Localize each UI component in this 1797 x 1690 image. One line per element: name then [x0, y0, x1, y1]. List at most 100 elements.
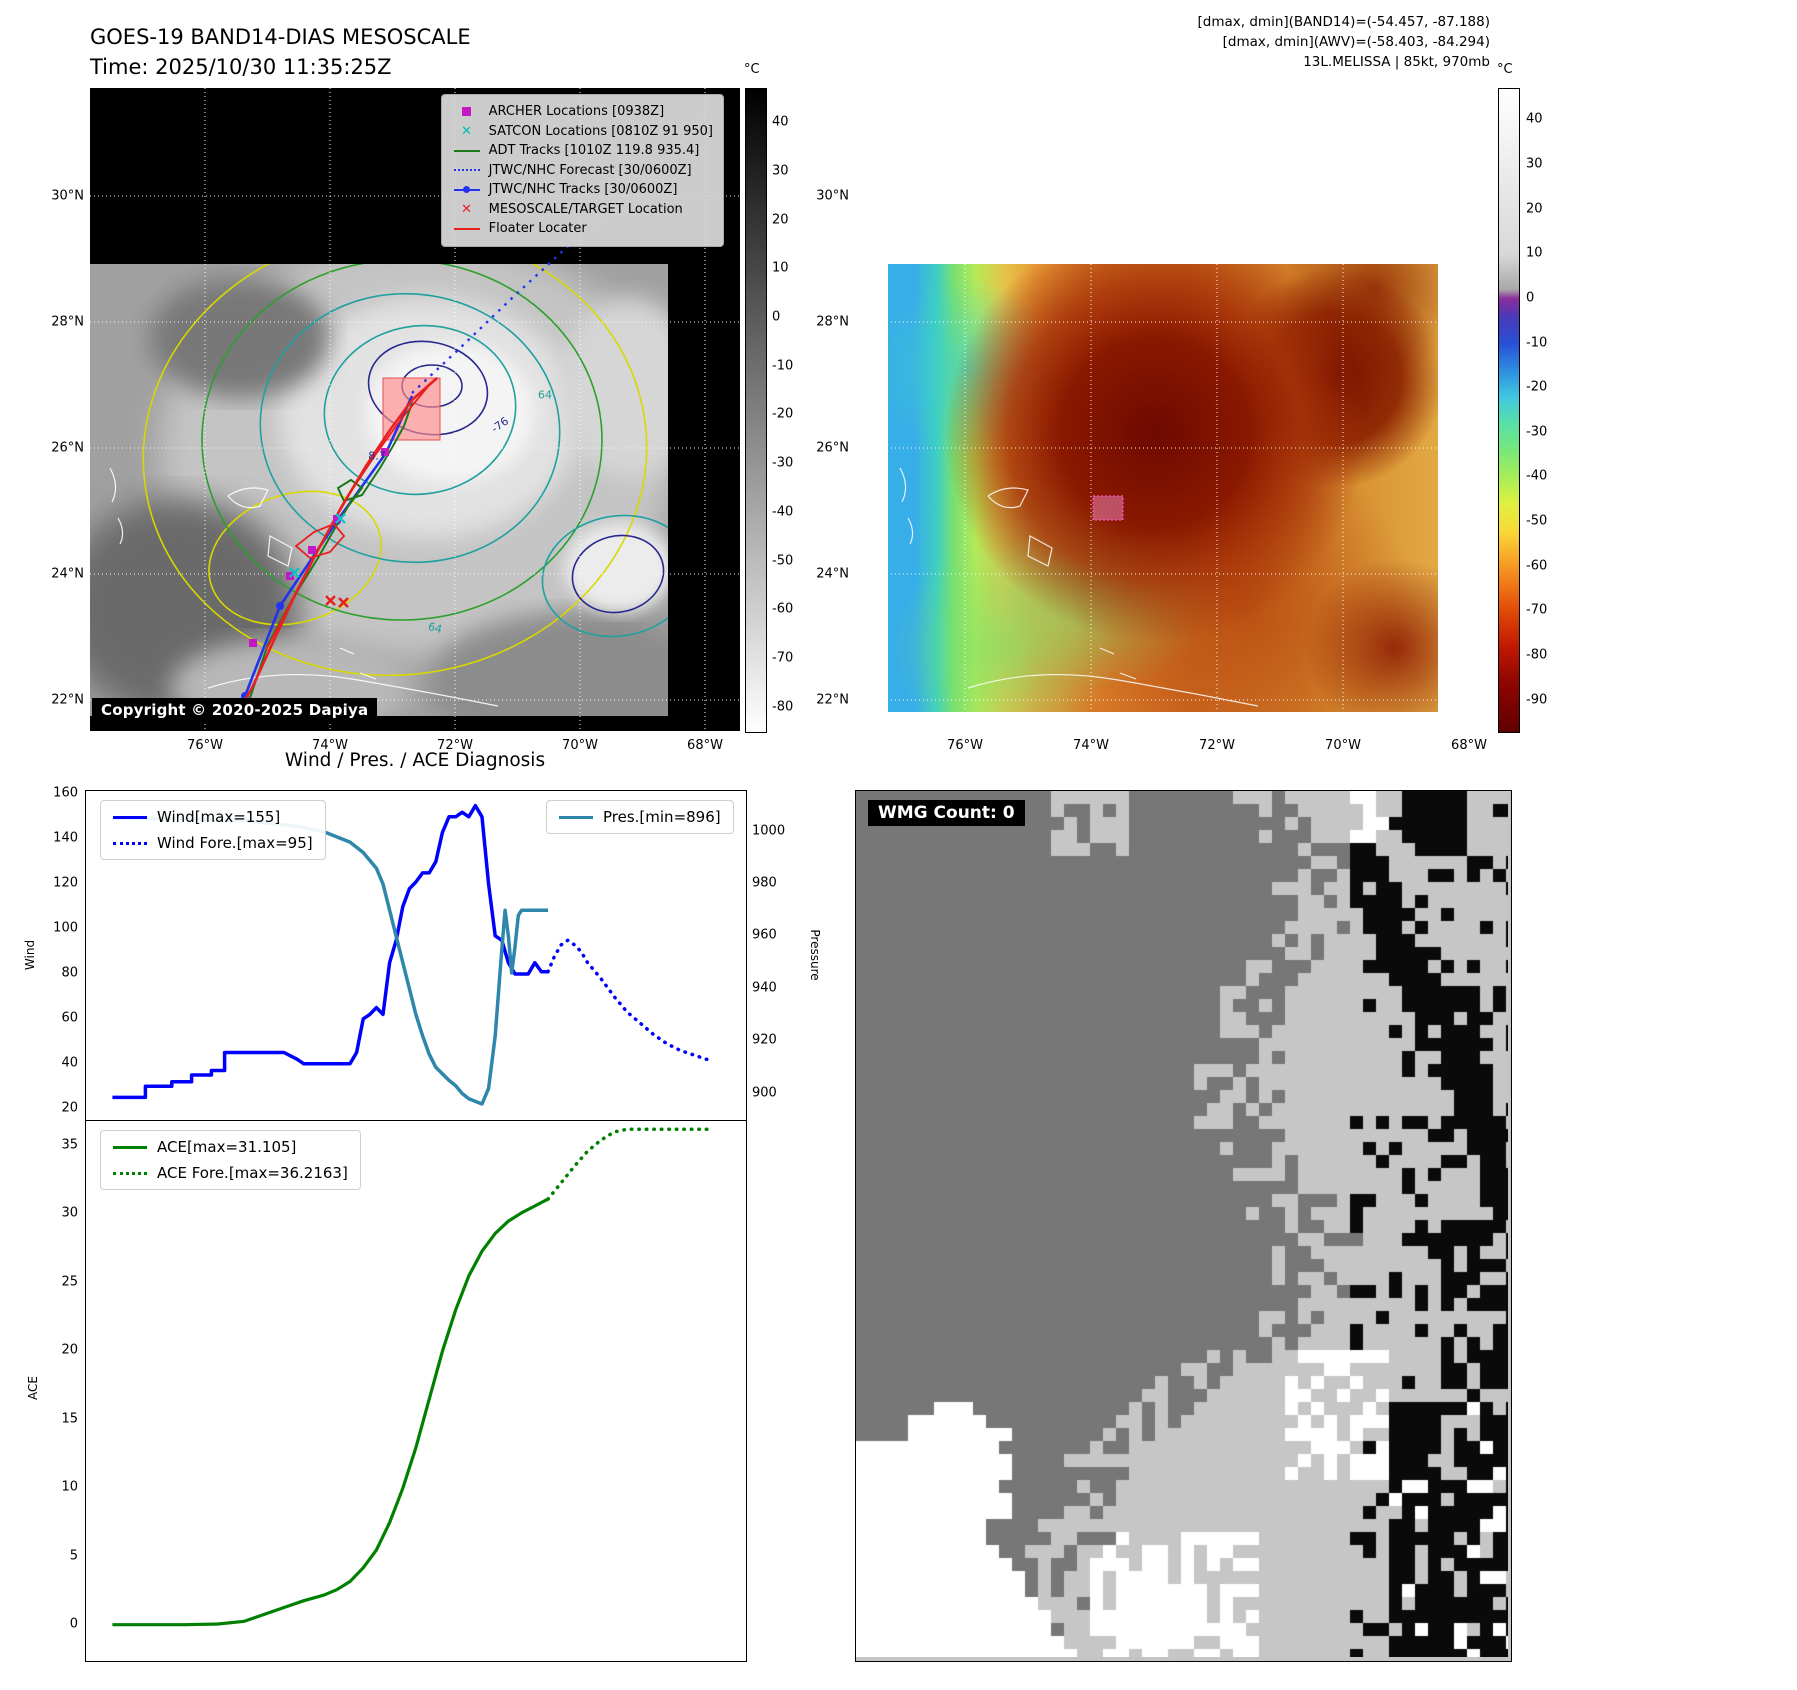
lon-tick: 76°W	[947, 738, 983, 753]
ace-tick: 35	[61, 1137, 78, 1153]
lat-tick: 28°N	[51, 314, 84, 330]
floater-track-2	[265, 383, 431, 651]
lat-tick: 26°N	[816, 440, 849, 456]
pres-legend-label: Pres.[min=896]	[603, 808, 721, 826]
legend-label: MESOSCALE/TARGET Location	[488, 201, 683, 217]
pressure-tick: 1000	[752, 823, 786, 839]
legend-label: ADT Tracks [1010Z 119.8 935.4]	[488, 143, 700, 158]
wind-tick: 80	[61, 965, 78, 981]
square-marker-icon	[452, 107, 482, 117]
legend-item: ✕ MESOSCALE/TARGET Location	[452, 200, 713, 220]
pres-line-swatch	[559, 815, 593, 819]
wind-tick: 140	[53, 830, 78, 846]
colorbar-tick: -70	[772, 650, 794, 666]
lat-tick: 22°N	[51, 692, 84, 708]
ace-tick: 0	[69, 1616, 78, 1632]
wind-tick: 100	[53, 920, 78, 936]
ace-chart: ACE[max=31.105] ACE Fore.[max=36.2163]	[85, 1120, 747, 1662]
wind-line-swatch	[113, 815, 147, 819]
ace-fore-line-swatch	[113, 1171, 147, 1175]
colorbar-tick: 0	[772, 309, 781, 325]
legend-item: JTWC/NHC Tracks [30/0600Z]	[452, 180, 713, 200]
ace-tick: 30	[61, 1205, 78, 1221]
lon-tick: 70°W	[1325, 738, 1361, 753]
colorbar-tick: -30	[1526, 424, 1548, 440]
lat-tick: 22°N	[816, 692, 849, 708]
band14-title: GOES-19 BAND14-DIAS MESOSCALE	[90, 25, 471, 49]
awv-header-line: 13L.MELISSA | 85kt, 970mb	[1303, 54, 1490, 70]
wmg-panel: WMG Count: 0	[855, 790, 1512, 1662]
colorbar-tick: -90	[1526, 692, 1548, 708]
colorbar-tick: -10	[1526, 335, 1548, 351]
ace-line-swatch	[113, 1145, 147, 1149]
wind-tick: 160	[53, 785, 78, 801]
ace-legend-label: ACE[max=31.105]	[157, 1138, 297, 1156]
legend-label: SATCON Locations [0810Z 91 950]	[488, 123, 713, 139]
wind-fore-legend-label: Wind Fore.[max=95]	[157, 834, 313, 852]
colorbar-tick: -60	[1526, 558, 1548, 574]
awv-colorbar	[1498, 88, 1520, 733]
legend-item: ADT Tracks [1010Z 119.8 935.4]	[452, 141, 713, 161]
colorbar-tick: -20	[772, 406, 794, 422]
line-marker-icon	[452, 227, 482, 230]
x-bold-marker-icon: ✕	[461, 201, 473, 217]
lon-tick: 72°W	[1199, 738, 1235, 753]
colorbar-tick: -70	[1526, 602, 1548, 618]
colorbar-tick: 40	[1526, 111, 1543, 127]
colorbar-tick: -60	[772, 601, 794, 617]
ace-ylabel: ACE	[26, 1376, 40, 1400]
colorbar-tick: -40	[772, 504, 794, 520]
legend-item: Floater Locater	[452, 219, 713, 239]
lon-tick: 76°W	[187, 738, 223, 753]
wind-pres-svg	[112, 803, 715, 1106]
lat-tick: 24°N	[51, 566, 84, 582]
colorbar-tick: -20	[1526, 379, 1548, 395]
ace-tick: 5	[69, 1548, 78, 1564]
coastlines	[899, 467, 1259, 707]
band14-legend: ARCHER Locations [0938Z] ✕ SATCON Location…	[440, 94, 724, 247]
floater-loop	[294, 522, 346, 560]
wind-ylabel: Wind	[23, 939, 37, 971]
target-box	[382, 377, 441, 441]
lat-tick: 24°N	[816, 566, 849, 582]
ace-tick: 10	[61, 1479, 78, 1495]
x-marker-icon: ✕	[461, 123, 473, 139]
colorbar-tick: -80	[1526, 647, 1548, 663]
wind-fore-line-swatch	[113, 841, 147, 845]
colorbar-tick: 30	[772, 163, 789, 179]
satcon-markers	[289, 513, 346, 578]
contour-label: 64	[538, 388, 552, 402]
dotted-marker-icon	[452, 169, 482, 172]
pres-legend-row: Pres.[min=896]	[559, 808, 721, 826]
awv-header-line: [dmax, dmin](BAND14)=(-54.457, -87.188)	[1197, 14, 1490, 30]
awv-header: [dmax, dmin](BAND14)=(-54.457, -87.188) …	[990, 12, 1490, 72]
wmg-map-canvas	[856, 791, 1508, 1657]
awv-satellite-svg	[888, 264, 1438, 712]
lon-tick: 74°W	[312, 738, 348, 753]
lat-tick: 30°N	[816, 188, 849, 204]
awv-colorbar-unit: °C	[1497, 62, 1513, 77]
wmg-count-label: WMG Count: 0	[868, 800, 1025, 826]
pressure-tick: 960	[752, 927, 777, 943]
legend-label: Floater Locater	[488, 221, 587, 236]
lat-tick: 28°N	[816, 314, 849, 330]
colorbar-tick: -80	[772, 699, 794, 715]
legend-label: JTWC/NHC Forecast [30/0600Z]	[488, 162, 692, 178]
lon-tick: 72°W	[437, 738, 473, 753]
pressure-tick: 940	[752, 980, 777, 996]
ace-legend-row: ACE[max=31.105]	[113, 1138, 348, 1156]
ace-tick: 25	[61, 1274, 78, 1290]
awv-header-line: [dmax, dmin](AWV)=(-58.403, -84.294)	[1222, 34, 1490, 50]
ace-svg	[112, 1127, 715, 1627]
wind-tick: 40	[61, 1055, 78, 1071]
wind-tick: 20	[61, 1100, 78, 1116]
diagnosis-title: Wind / Pres. / ACE Diagnosis	[284, 750, 546, 771]
colorbar-tick: 20	[772, 212, 789, 228]
colorbar-tick: 20	[1526, 201, 1543, 217]
legend-label: ARCHER Locations [0938Z]	[488, 104, 665, 119]
colorbar-tick: -10	[772, 358, 794, 374]
mesoscale-x	[325, 595, 349, 608]
ace-tick: 15	[61, 1411, 78, 1427]
band14-satellite-svg	[90, 88, 740, 731]
